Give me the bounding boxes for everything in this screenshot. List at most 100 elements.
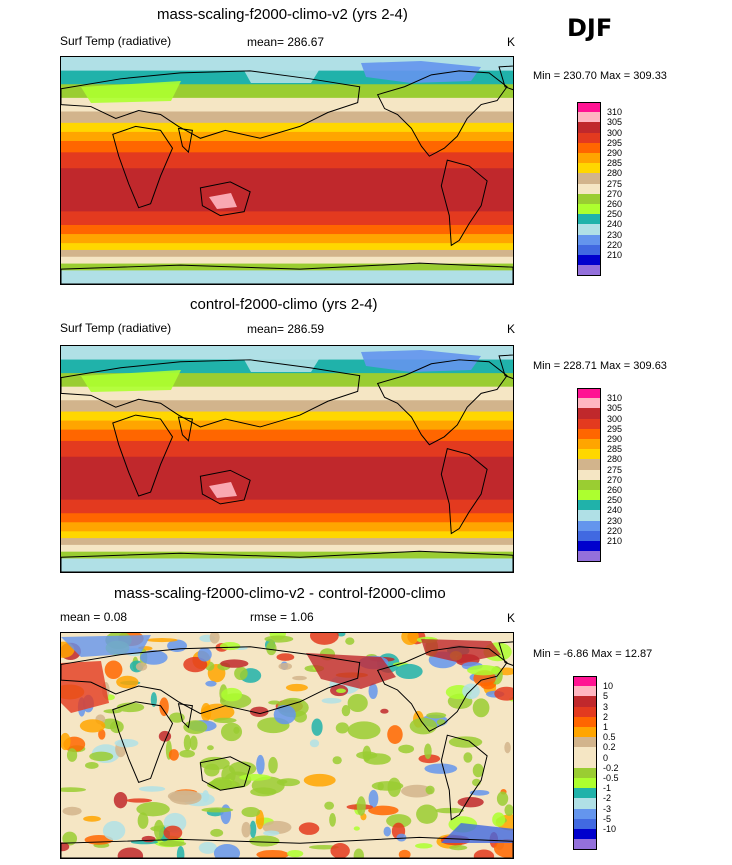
- colorbar-swatch: [573, 829, 597, 840]
- colorbar-swatch: [573, 798, 597, 810]
- colorbar-label: -2: [603, 793, 612, 804]
- colorbar-swatch: [573, 747, 597, 759]
- minmax-label: Min = 230.70 Max = 309.33: [533, 70, 667, 82]
- mean-label: mean= 286.67: [247, 35, 325, 49]
- mean-label: mean= 286.59: [247, 322, 325, 336]
- colorbar-swatch: [577, 224, 601, 236]
- colorbar-label: 285: [607, 158, 623, 169]
- colorbar-swatch: [577, 530, 601, 542]
- colorbar-swatch: [573, 788, 597, 799]
- colorbar-label: 270: [607, 474, 623, 485]
- colorbar-label: 250: [607, 495, 623, 506]
- colorbar-label: 310: [607, 393, 623, 404]
- colorbar-label: 305: [607, 117, 623, 128]
- colorbar-swatch: [573, 818, 597, 830]
- colorbar-label: 295: [607, 137, 623, 148]
- colorbar-swatch: [577, 428, 601, 440]
- colorbar-label: 290: [607, 148, 623, 158]
- colorbar-label: 260: [607, 485, 623, 495]
- colorbar-label: 275: [607, 178, 623, 189]
- colorbar-label: 300: [607, 127, 623, 138]
- colorbar-swatch: [577, 193, 601, 205]
- colorbar-label: 10: [603, 681, 614, 692]
- colorbar-label: 220: [607, 239, 623, 250]
- mean-label: mean = 0.08: [60, 610, 128, 624]
- minmax-label: Min = 228.71 Max = 309.63: [533, 360, 667, 372]
- colorbar-swatch: [573, 676, 597, 687]
- colorbar-swatch: [577, 173, 601, 185]
- colorbar-swatch: [573, 716, 597, 728]
- colorbar-label: 5: [603, 691, 609, 702]
- colorbar-swatch: [577, 153, 601, 164]
- colorbar-label: 300: [607, 413, 623, 424]
- colorbar-swatch: [577, 449, 601, 460]
- colorbar-swatch: [577, 490, 601, 501]
- colorbar-label: 1: [603, 722, 609, 732]
- colorbar-label: 0.2: [603, 742, 616, 753]
- colorbar-swatch: [577, 479, 601, 491]
- colorbar-label: 295: [607, 423, 623, 434]
- colorbar-label: -0.2: [603, 762, 619, 773]
- panel-title: mass-scaling-f2000-climo-v2 (yrs 2-4): [157, 6, 408, 23]
- colorbar-swatch: [573, 767, 597, 779]
- colorbar-swatch: [577, 132, 601, 144]
- colorbar-label: 260: [607, 199, 623, 209]
- colorbar-label: 240: [607, 505, 623, 516]
- colorbar-swatch: [577, 388, 601, 399]
- map-difference: [60, 632, 514, 859]
- map-test: [60, 56, 514, 285]
- colorbar-swatch: [577, 510, 601, 522]
- colorbar-swatch: [577, 265, 601, 276]
- panel-title: mass-scaling-f2000-climo-v2 - control-f2…: [114, 585, 446, 602]
- colorbar-swatch: [577, 398, 601, 409]
- colorbar-label: 270: [607, 188, 623, 199]
- colorbar-label: -3: [603, 803, 612, 814]
- colorbar-swatch: [577, 183, 601, 195]
- colorbar-swatch: [577, 122, 601, 134]
- colorbar-swatch: [577, 102, 601, 113]
- colorbar-swatch: [577, 163, 601, 174]
- colorbar-swatch: [577, 214, 601, 225]
- colorbar-label: -5: [603, 813, 612, 824]
- colorbar-swatch: [573, 727, 597, 738]
- colorbar-label: 0: [603, 752, 609, 763]
- map-field: [61, 633, 513, 858]
- colorbar-swatch: [577, 551, 601, 562]
- colorbar-label: 305: [607, 403, 623, 414]
- units-label: K: [507, 322, 516, 336]
- colorbar-label: 230: [607, 515, 623, 526]
- colorbar-label: 285: [607, 444, 623, 455]
- colorbar-swatch: [577, 439, 601, 450]
- colorbar-swatch: [577, 204, 601, 215]
- colorbar-swatch: [573, 778, 597, 789]
- map-control: [60, 345, 514, 573]
- colorbar-label: 240: [607, 219, 623, 230]
- colorbar-label: 250: [607, 209, 623, 220]
- colorbar-label: -10: [603, 824, 617, 834]
- colorbar-swatch: [577, 112, 601, 123]
- units-label: K: [507, 35, 516, 49]
- colorbar-label: 230: [607, 229, 623, 240]
- map-field: [61, 346, 513, 572]
- colorbar-swatch: [577, 408, 601, 420]
- colorbar-swatch: [577, 142, 601, 154]
- colorbar-label: 275: [607, 464, 623, 475]
- colorbar-label: 2: [603, 711, 609, 722]
- panel-title: control-f2000-climo (yrs 2-4): [190, 296, 378, 313]
- colorbar-label: 280: [607, 454, 623, 465]
- colorbar-swatch: [573, 737, 597, 748]
- colorbar-swatch: [577, 234, 601, 246]
- colorbar-label: 280: [607, 168, 623, 179]
- colorbar-swatch: [577, 459, 601, 471]
- rmse-label: rmse = 1.06: [250, 610, 314, 624]
- colorbar-swatch: [573, 839, 597, 850]
- colorbar-swatch: [573, 696, 597, 708]
- colorbar-swatch: [577, 244, 601, 256]
- colorbar-swatch: [577, 520, 601, 532]
- colorbar-swatch: [577, 500, 601, 511]
- colorbar-label: 210: [607, 536, 623, 546]
- colorbar-label: 0.5: [603, 732, 616, 743]
- variable-label: Surf Temp (radiative): [60, 321, 172, 335]
- colorbar-label: -0.5: [603, 773, 619, 783]
- colorbar-label: 310: [607, 107, 623, 118]
